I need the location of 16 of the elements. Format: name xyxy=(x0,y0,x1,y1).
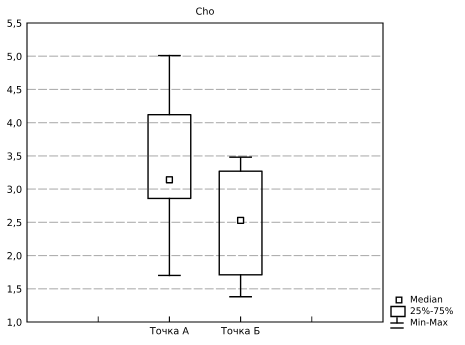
y-tick-label: 1,5 xyxy=(8,285,22,294)
text: Median xyxy=(410,296,442,303)
y-tick-label: 4,5 xyxy=(7,86,22,94)
x-tick-label: Точка Б xyxy=(220,327,260,334)
y-tick-label: 3,0 xyxy=(7,186,22,194)
y-tick-label: 3,5 xyxy=(7,152,22,161)
y-tick-label: 2,5 xyxy=(7,218,22,228)
chart-title: Cho xyxy=(196,7,214,15)
text: 25%-75% xyxy=(410,307,453,314)
y-tick-label: 2,0 xyxy=(7,252,22,260)
y-tick-label: 5,0 xyxy=(7,52,22,62)
y-tick-label: 5,5 xyxy=(7,20,22,28)
text: Min-Max xyxy=(410,318,448,326)
y-tick-label: 4,0 xyxy=(7,119,22,128)
x-tick-label: Точка А xyxy=(150,327,189,334)
y-tick-label: 1,0 xyxy=(8,318,22,327)
